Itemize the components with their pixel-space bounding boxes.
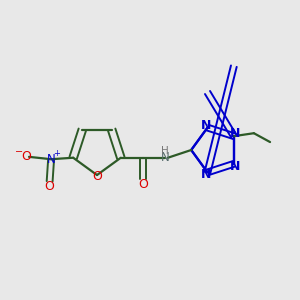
Text: O: O xyxy=(45,180,55,193)
Text: N: N xyxy=(230,127,241,140)
Text: N: N xyxy=(201,168,211,181)
Text: +: + xyxy=(53,149,60,158)
Text: O: O xyxy=(138,178,148,191)
Text: O: O xyxy=(21,150,31,164)
Text: N: N xyxy=(47,153,56,166)
Text: H: H xyxy=(161,146,169,156)
Text: N: N xyxy=(230,160,241,173)
Text: O: O xyxy=(92,170,102,183)
Text: N: N xyxy=(160,151,169,164)
Text: N: N xyxy=(201,119,211,132)
Text: −: − xyxy=(15,147,23,157)
